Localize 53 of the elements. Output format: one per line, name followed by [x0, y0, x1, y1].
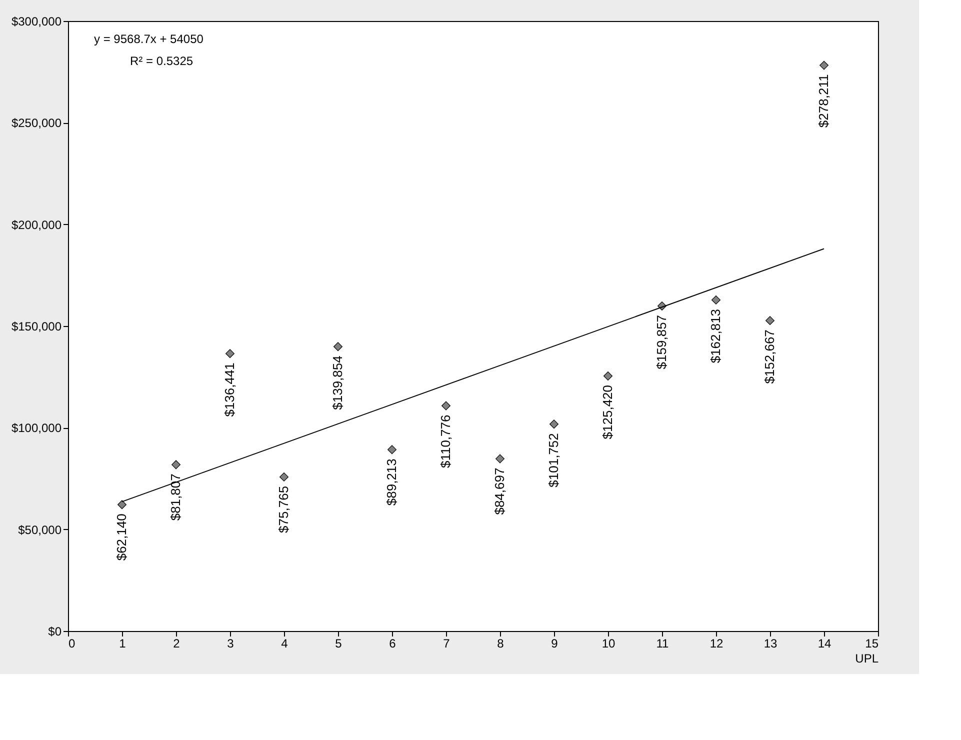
- x-tick-label: 13: [764, 636, 778, 650]
- data-label: $139,854: [330, 356, 345, 410]
- x-tick-label: 15: [865, 636, 879, 650]
- point: [442, 401, 450, 410]
- point: [496, 454, 504, 464]
- y-tick-label: $200,000: [11, 218, 62, 232]
- point: [550, 420, 558, 429]
- x-tick-label: 9: [551, 636, 558, 650]
- y-tick-label: $100,000: [11, 421, 62, 436]
- data-label: $84,697: [492, 468, 507, 515]
- point: [712, 295, 720, 304]
- x-tick-label: 4: [281, 636, 288, 650]
- x-tick-label: 3: [227, 636, 234, 650]
- y-tick-label: $0: [48, 624, 62, 638]
- x-tick-label: 1: [119, 636, 126, 650]
- x-tick-label: 2: [173, 636, 180, 650]
- data-label: $101,752: [546, 433, 561, 488]
- point: [280, 472, 288, 482]
- point: [334, 342, 342, 352]
- y-tick-label: $250,000: [11, 116, 62, 130]
- data-label: $89,213: [384, 458, 399, 506]
- data-label: $152,667: [762, 330, 777, 384]
- data-label: $159,857: [654, 314, 669, 370]
- x-axis-title: UPL: [855, 652, 879, 666]
- x-tick-label: 10: [602, 636, 616, 650]
- x-tick-label: 6: [389, 636, 396, 650]
- data-label: $62,140: [114, 514, 129, 561]
- point: [820, 60, 828, 70]
- x-tick-label: 12: [710, 636, 724, 650]
- data-label: $136,441: [222, 362, 237, 417]
- x-tick-label: 0: [68, 636, 76, 650]
- data-label: $110,776: [438, 414, 453, 468]
- y-tick-label: $50,000: [18, 522, 62, 537]
- x-tick-label: 11: [656, 636, 670, 650]
- data-label: $162,813: [708, 308, 723, 364]
- point: [388, 445, 396, 454]
- point: [118, 500, 126, 510]
- point: [604, 371, 612, 380]
- point: [226, 349, 234, 358]
- y-tick-label: $300,000: [11, 14, 62, 28]
- point: [766, 316, 774, 326]
- annotation: y = 9568.7x + 54050: [94, 32, 204, 46]
- data-label: $75,765: [276, 486, 291, 533]
- data-label: $125,420: [600, 384, 615, 440]
- point: [172, 460, 180, 470]
- x-tick-label: 14: [818, 636, 832, 650]
- annotation: R² = 0.5325: [130, 54, 194, 68]
- y-tick-label: $150,000: [11, 320, 62, 334]
- x-tick-label: 5: [335, 636, 342, 650]
- data-label: $278,211: [816, 74, 831, 128]
- x-tick-label: 7: [443, 636, 450, 650]
- x-tick-label: 8: [497, 636, 504, 650]
- data-label: $81,807: [168, 474, 183, 521]
